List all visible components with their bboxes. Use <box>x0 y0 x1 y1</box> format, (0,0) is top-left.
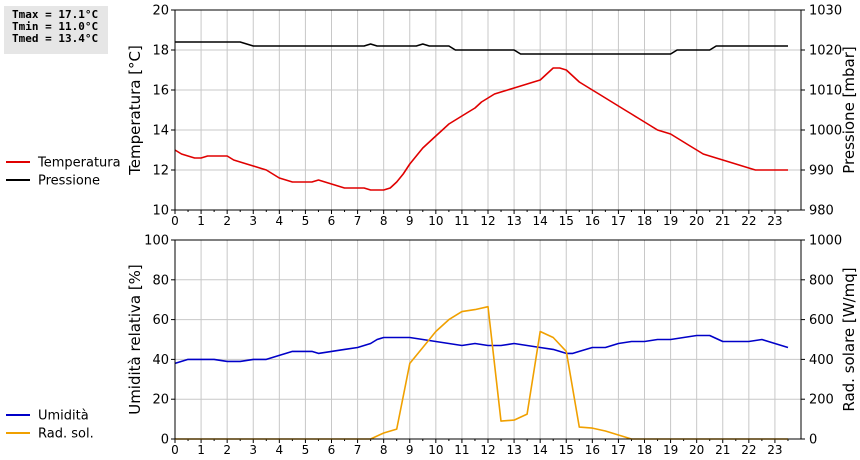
plot-frame <box>174 239 802 440</box>
y-tick-label: 60 <box>152 313 169 328</box>
x-tick-label: 23 <box>767 443 782 457</box>
x-tick-label: 22 <box>741 443 756 457</box>
y-tick-label: 14 <box>152 124 169 139</box>
x-tick-label: 17 <box>611 443 626 457</box>
x-tick-label: 7 <box>354 214 362 228</box>
x-tick-label: 6 <box>328 443 336 457</box>
x-tick-label: 13 <box>506 214 521 228</box>
x-tick-label: 19 <box>663 214 678 228</box>
y-tick-label-right: 1020 <box>809 44 842 59</box>
y-tick-label-right: 600 <box>809 313 834 328</box>
y-tick-label: 100 <box>144 234 169 249</box>
y-tick-label-right: 0 <box>809 433 817 448</box>
series-line-umidit <box>174 334 789 365</box>
x-tick-label: 18 <box>637 443 652 457</box>
series-line-temperatura <box>174 67 788 191</box>
x-tick-label: 11 <box>454 443 469 457</box>
x-tick-label: 15 <box>559 443 574 457</box>
x-tick-label: 8 <box>380 443 388 457</box>
series-line-rad-sol <box>175 305 788 440</box>
y-axis-title-right: Rad. solare [W/mq] <box>840 267 858 411</box>
x-tick-label: 9 <box>406 214 414 228</box>
x-tick-label: 10 <box>428 214 443 228</box>
x-tick-label: 17 <box>611 214 626 228</box>
x-tick-label: 22 <box>741 214 756 228</box>
x-tick-label: 2 <box>223 214 231 228</box>
legend-label: Umidità <box>38 409 89 424</box>
y-axis-title: Umidità relativa [%] <box>126 264 144 415</box>
y-tick-label-right: 200 <box>809 393 834 408</box>
x-tick-label: 0 <box>171 214 179 228</box>
tmax-text: Tmax = 17.1°C <box>12 8 99 21</box>
y-tick-label: 20 <box>152 393 169 408</box>
x-tick-label: 19 <box>663 443 678 457</box>
y-tick-label: 40 <box>152 353 169 368</box>
stats-box: Tmax = 17.1°C Tmin = 11.0°C Tmed = 13.4°… <box>4 6 108 54</box>
y-tick-label: 0 <box>161 433 169 448</box>
y-tick-label: 80 <box>152 273 169 288</box>
x-tick-label: 1 <box>197 443 205 457</box>
legend-label: Pressione <box>38 174 100 189</box>
y-tick-label: 18 <box>152 44 169 59</box>
y-tick-label-right: 990 <box>809 164 834 179</box>
x-tick-label: 18 <box>637 214 652 228</box>
x-tick-label: 9 <box>406 443 414 457</box>
x-tick-label: 4 <box>276 214 284 228</box>
x-tick-label: 1 <box>197 214 205 228</box>
x-tick-label: 6 <box>328 214 336 228</box>
x-tick-label: 13 <box>506 443 521 457</box>
x-tick-label: 14 <box>533 214 548 228</box>
legend-label: Temperatura <box>37 156 121 171</box>
x-tick-label: 20 <box>689 443 704 457</box>
x-tick-label: 16 <box>585 443 600 457</box>
series-line-pressione <box>175 41 788 55</box>
y-tick-label-right: 1000 <box>809 124 842 139</box>
x-tick-label: 20 <box>689 214 704 228</box>
x-tick-label: 11 <box>454 214 469 228</box>
x-tick-label: 23 <box>767 214 782 228</box>
y-tick-label: 20 <box>152 4 169 19</box>
y-axis-title-right: Pressione [mbar] <box>840 46 858 174</box>
x-tick-label: 15 <box>559 214 574 228</box>
y-tick-label: 12 <box>152 164 169 179</box>
y-tick-label-right: 1010 <box>809 84 842 99</box>
y-axis-title: Temperatura [°C] <box>126 45 144 176</box>
x-tick-label: 7 <box>354 443 362 457</box>
x-tick-label: 14 <box>533 443 548 457</box>
y-tick-label-right: 400 <box>809 353 834 368</box>
x-tick-label: 2 <box>223 443 231 457</box>
x-tick-label: 10 <box>428 443 443 457</box>
y-tick-label-right: 800 <box>809 273 834 288</box>
y-tick-label: 16 <box>152 84 169 99</box>
y-tick-label-right: 1030 <box>809 4 842 19</box>
legend-label: Rad. sol. <box>38 427 94 442</box>
x-tick-label: 0 <box>171 443 179 457</box>
tmin-text: Tmin = 11.0°C <box>12 20 99 33</box>
y-tick-label-right: 980 <box>809 204 834 219</box>
x-tick-label: 21 <box>715 443 730 457</box>
x-tick-label: 3 <box>249 443 257 457</box>
x-tick-label: 5 <box>302 214 310 228</box>
plot-frame <box>174 9 802 211</box>
y-tick-label: 10 <box>152 204 169 219</box>
x-tick-label: 21 <box>715 214 730 228</box>
x-tick-label: 5 <box>302 443 310 457</box>
x-tick-label: 3 <box>249 214 257 228</box>
x-tick-label: 16 <box>585 214 600 228</box>
x-tick-label: 4 <box>276 443 284 457</box>
x-tick-label: 12 <box>480 443 495 457</box>
x-tick-label: 8 <box>380 214 388 228</box>
tmed-text: Tmed = 13.4°C <box>12 32 99 45</box>
x-tick-label: 12 <box>480 214 495 228</box>
y-tick-label-right: 1000 <box>809 234 842 249</box>
